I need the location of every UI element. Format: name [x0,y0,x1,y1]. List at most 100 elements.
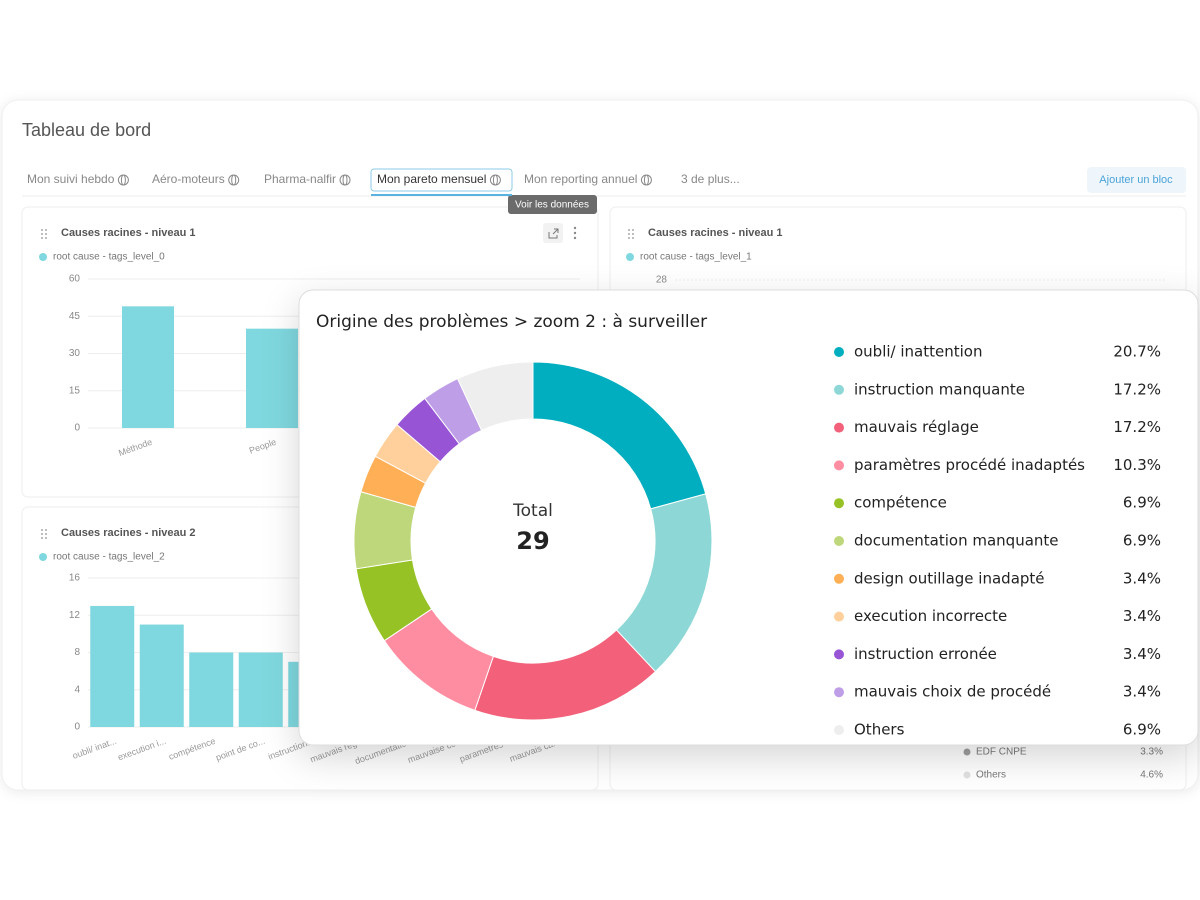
bar [238,652,283,727]
y-tick-label: 4 [74,684,80,695]
legend-dot [39,253,47,261]
legend-value: 6.9% [1123,721,1161,739]
drag-dot [628,233,630,235]
y-tick-label: 60 [69,274,81,285]
drag-dot [45,237,47,239]
y-tick-label: 45 [69,311,81,322]
drag-dot [632,237,634,239]
legend-label: root cause - tags_level_0 [53,252,165,263]
bar [189,652,234,727]
drag-dot [41,537,43,539]
legend-dot [834,725,844,735]
drag-dot [41,533,43,535]
legend-dot [834,649,844,660]
legend-label: root cause - tags_level_2 [53,552,165,563]
y-tick-label: 8 [74,647,80,658]
legend-dot [834,536,844,546]
legend-value: 17.2% [1113,418,1161,436]
drag-dot [628,237,630,239]
legend-dot [834,460,844,471]
legend-dot [963,748,971,756]
legend-value: 6.9% [1123,494,1161,512]
donut-slice [456,361,534,432]
drag-dot [45,229,47,231]
legend-label: EDF CNPE [976,747,1027,758]
legend-dot [834,384,844,395]
legend-value: 3.4% [1123,683,1161,701]
y-tick-label: 0 [74,423,80,434]
page-title: Tableau de bord [22,120,151,140]
drag-dot [45,529,47,531]
bar [122,306,174,428]
tab[interactable]: Aéro-moteurs [152,172,225,186]
legend-label: root cause - tags_level_1 [640,252,752,263]
popup: Origine des problèmes > zoom 2 : à surve… [298,289,1199,746]
tab[interactable]: Pharma-nalfir [264,172,336,186]
legend-label: execution incorrecte [854,607,1007,625]
panel-title: Causes racines - niveau 1 [61,227,196,239]
add-block-label[interactable]: Ajouter un bloc [1099,174,1173,186]
y-tick-label: 16 [69,573,81,584]
tab[interactable]: Mon reporting annuel [524,172,637,186]
drag-dot [41,237,43,239]
legend-label: mauvais réglage [854,418,979,436]
globe-icon [120,174,126,186]
legend-label: oubli/ inattention [854,343,982,361]
panel-title: Causes racines - niveau 1 [648,227,783,239]
legend-dot [834,573,844,584]
legend-label: Others [854,721,905,739]
tab-active-box [370,168,513,192]
legend-label: compétence [854,494,947,512]
drag-dot [45,537,47,539]
drag-dot [632,229,634,231]
drag-dot [41,529,43,531]
legend-value: 3.4% [1123,607,1161,625]
y-tick-label: 15 [69,385,81,396]
popup-title: Origine des problèmes > zoom 2 : à surve… [316,312,707,332]
tooltip [508,195,597,214]
legend-dot [626,253,634,261]
total-label: Total [512,501,553,521]
bar [90,605,135,727]
globe-icon [643,174,649,186]
menu-dot [573,226,577,230]
legend-dot [963,771,971,779]
y-tick-label: 12 [69,610,81,621]
legend-value: 4.6% [1140,770,1163,781]
legend-dot [834,611,844,622]
tab[interactable]: 3 de plus... [681,172,740,186]
open-icon [548,228,559,239]
legend-label: Others [976,770,1006,781]
legend-value: 3.3% [1140,747,1163,758]
drag-dot [632,233,634,235]
add-block-button[interactable] [1087,167,1186,193]
globe-icon [231,174,237,186]
tab[interactable]: Mon pareto mensuel [377,172,486,186]
legend-label: documentation manquante [854,532,1059,550]
y-tick-label: 0 [74,722,80,733]
legend-label: design outillage inadapté [854,569,1045,587]
menu-dot [573,236,577,240]
legend-dot [834,498,844,509]
legend-dot [39,553,47,561]
legend-dot [834,347,844,357]
tab[interactable]: Mon suivi hebdo [27,172,115,186]
legend-value: 3.4% [1123,569,1161,587]
legend-label: paramètres procédé inadaptés [854,456,1085,474]
drag-dot [45,533,47,535]
legend-dot [834,422,844,433]
drag-dot [41,229,43,231]
total-value: 29 [516,527,549,555]
y-tick-label: 28 [656,275,668,286]
drag-dot [45,233,47,235]
drag-dot [41,233,43,235]
open-data-button[interactable] [543,223,563,243]
panel-title: Causes racines - niveau 2 [61,527,196,539]
globe-icon [492,174,498,186]
globe-icon [342,174,348,186]
legend-label: mauvais choix de procédé [854,683,1051,701]
legend-label: instruction manquante [854,380,1025,398]
menu-dot [573,231,577,235]
